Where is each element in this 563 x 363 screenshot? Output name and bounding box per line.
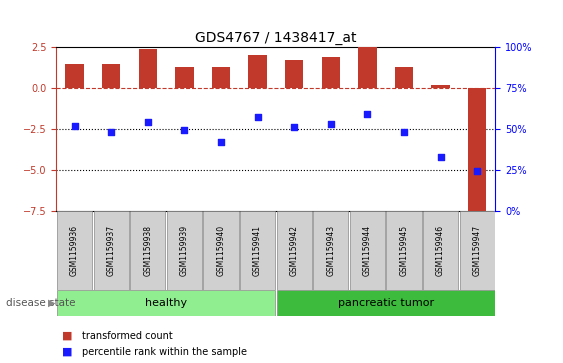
FancyBboxPatch shape [276,290,495,316]
Text: ■: ■ [62,347,73,357]
FancyBboxPatch shape [240,211,275,290]
Text: GSM1159944: GSM1159944 [363,225,372,276]
Point [70,123,79,129]
Text: GSM1159943: GSM1159943 [327,225,335,276]
Point [290,124,299,130]
Point [180,127,189,133]
Bar [321,57,340,88]
Text: percentile rank within the sample: percentile rank within the sample [82,347,247,357]
FancyBboxPatch shape [57,211,92,290]
Text: GSM1159942: GSM1159942 [290,225,298,276]
Text: disease state: disease state [6,298,75,308]
Point [216,139,225,145]
Bar [395,67,413,88]
Bar [248,55,267,88]
Text: GSM1159940: GSM1159940 [217,225,225,276]
Bar [65,64,84,88]
Text: GSM1159941: GSM1159941 [253,225,262,276]
Bar [102,64,120,88]
FancyBboxPatch shape [276,211,312,290]
Point [436,154,445,159]
FancyBboxPatch shape [459,211,495,290]
Text: GSM1159937: GSM1159937 [107,225,115,276]
FancyBboxPatch shape [130,211,166,290]
Text: GSM1159939: GSM1159939 [180,225,189,276]
Point [107,129,116,135]
Text: ▶: ▶ [48,298,55,308]
FancyBboxPatch shape [386,211,422,290]
Text: GSM1159938: GSM1159938 [144,225,152,276]
FancyBboxPatch shape [57,290,275,316]
Text: healthy: healthy [145,298,187,308]
Point [400,129,409,135]
FancyBboxPatch shape [167,211,202,290]
FancyBboxPatch shape [313,211,348,290]
Text: GSM1159945: GSM1159945 [400,225,408,276]
Text: GSM1159946: GSM1159946 [436,225,445,276]
Point [326,121,335,127]
FancyBboxPatch shape [350,211,385,290]
Point [253,114,262,120]
Text: GSM1159936: GSM1159936 [70,225,79,276]
Bar [431,85,450,88]
Bar [358,47,377,88]
FancyBboxPatch shape [423,211,458,290]
Text: pancreatic tumor: pancreatic tumor [338,298,434,308]
Text: transformed count: transformed count [82,331,172,341]
Text: GSM1159947: GSM1159947 [473,225,481,276]
Bar [468,88,486,211]
Bar [175,67,194,88]
Bar [138,49,157,88]
FancyBboxPatch shape [93,211,129,290]
FancyBboxPatch shape [203,211,239,290]
Point [363,111,372,117]
Bar [212,67,230,88]
Point [143,119,152,125]
Bar [285,60,303,88]
Text: ■: ■ [62,331,73,341]
Title: GDS4767 / 1438417_at: GDS4767 / 1438417_at [195,31,356,45]
Point [472,168,481,174]
